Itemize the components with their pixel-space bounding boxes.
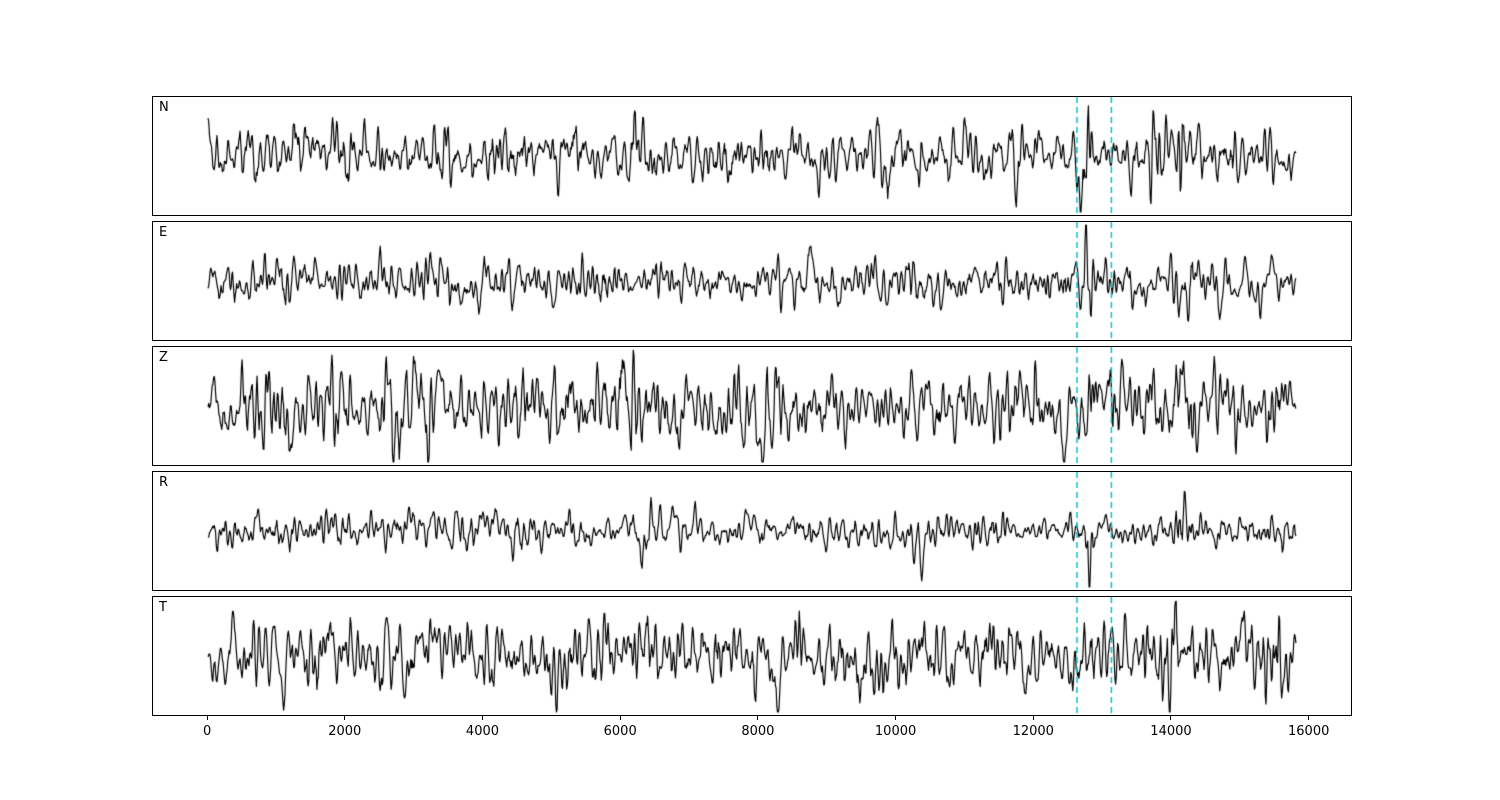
waveform-canvas-E (153, 222, 1351, 340)
waveform-plot: N E Z R T 0 2000 4000 6000 8000 10000 12000 14000 16… (152, 96, 1352, 756)
waveform-panel-T: T (152, 596, 1352, 716)
x-tick (1032, 716, 1034, 720)
x-tick-label: 10000 (874, 724, 917, 739)
waveform-canvas-N (153, 97, 1351, 215)
x-tick (344, 716, 346, 720)
x-tick (1170, 716, 1172, 720)
x-tick-label: 8000 (741, 724, 775, 739)
x-tick-label: 0 (202, 724, 212, 739)
x-tick (757, 716, 759, 720)
waveform-panel-Z: Z (152, 346, 1352, 466)
x-tick (1308, 716, 1310, 720)
x-tick (481, 716, 483, 720)
panel-label: N (159, 100, 169, 115)
x-axis: 0 2000 4000 6000 8000 10000 12000 14000 16000 (152, 716, 1350, 756)
x-tick-label: 2000 (328, 724, 362, 739)
x-tick-label: 12000 (1012, 724, 1054, 739)
x-tick (206, 716, 208, 720)
x-tick-label: 16000 (1288, 724, 1330, 739)
waveform-panel-E: E (152, 221, 1352, 341)
panel-label: Z (159, 350, 168, 365)
x-tick (895, 716, 897, 720)
panel-label: T (159, 600, 167, 615)
waveform-panel-N: N (152, 96, 1352, 216)
x-tick-label: 4000 (465, 724, 500, 739)
x-tick (619, 716, 621, 720)
waveform-canvas-R (153, 472, 1351, 590)
waveform-panel-R: R (152, 471, 1352, 591)
x-tick-label: 14000 (1150, 724, 1192, 739)
waveform-canvas-Z (153, 347, 1351, 465)
panel-label: E (159, 225, 168, 240)
x-tick-label: 6000 (603, 724, 637, 739)
panel-label: R (159, 475, 169, 490)
waveform-canvas-T (153, 597, 1351, 715)
waveform-panels: N E Z R T (152, 96, 1352, 716)
